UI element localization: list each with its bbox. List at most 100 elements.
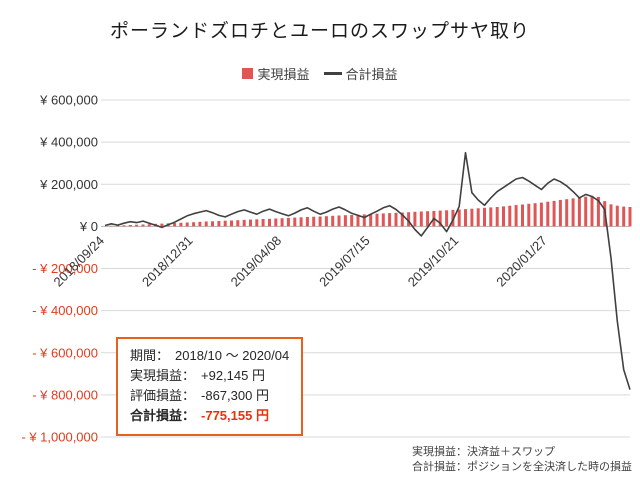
bar [312, 216, 316, 227]
bar [577, 197, 581, 227]
bar [356, 214, 360, 227]
y-axis-label: - ¥ 400,000 [32, 303, 98, 318]
bar [495, 207, 499, 227]
bar [533, 203, 537, 227]
annotation-total-label: 合計損益： [130, 408, 196, 423]
bar [293, 217, 297, 227]
footnote-line-total: 合計損益：ポジションを全決済した時の損益 [412, 461, 632, 473]
x-axis-label: 2019/04/08 [228, 233, 285, 290]
bar [527, 203, 531, 227]
bar [230, 220, 233, 227]
bar [609, 204, 613, 227]
bar [457, 209, 461, 227]
annotation-total-value: -775,155 円 [201, 408, 269, 423]
bar [280, 218, 284, 227]
bar [489, 207, 493, 227]
bar [217, 221, 221, 227]
total-line [104, 151, 631, 390]
bar [223, 220, 227, 227]
bar [331, 215, 335, 227]
legend-label-realized: 実現損益 [257, 67, 310, 82]
bar [268, 218, 271, 227]
annotation-period-label: 期間： [130, 348, 170, 363]
bar [426, 211, 430, 227]
bar [615, 205, 619, 227]
y-axis-label: - ¥ 800,000 [32, 387, 98, 402]
bar [451, 209, 455, 227]
legend-label-total: 合計損益 [345, 67, 398, 82]
bar [558, 200, 562, 227]
bar [261, 219, 265, 227]
bar [584, 196, 588, 227]
bar [552, 200, 556, 227]
annotation-total-row: 合計損益： -775,155 円 [130, 406, 289, 426]
bar [590, 195, 594, 227]
bar [109, 225, 113, 227]
bar [204, 221, 208, 227]
bar [141, 224, 145, 227]
legend: 実現損益 合計損益 [0, 64, 640, 83]
y-axis-label: ¥ 400,000 [39, 135, 98, 150]
annotation-period-value: 2018/10 ～ 2020/04 [175, 348, 290, 363]
bar [211, 221, 214, 227]
bar [160, 223, 164, 227]
chart-title: ポーランドズロチとユーロのスワップサヤ取り [109, 21, 530, 42]
bar [299, 217, 303, 227]
legend-item-realized: 実現損益 [242, 64, 310, 83]
bar [571, 198, 575, 227]
bar [135, 224, 139, 227]
bar [596, 196, 600, 227]
annotation-realized-value: +92,145 円 [201, 368, 265, 383]
bar [546, 201, 550, 227]
bar-series-marker-icon [242, 68, 254, 79]
footnote: 実現損益：決済益＋スワップ 合計損益：ポジションを全決済した時の損益 [412, 445, 632, 475]
bar [324, 216, 328, 227]
bar [502, 206, 505, 227]
bar [400, 212, 404, 227]
bar [362, 214, 366, 227]
annotation-valuation-value: -867,300 円 [201, 388, 269, 403]
bar [407, 212, 411, 227]
bar [521, 204, 524, 227]
bar [628, 207, 632, 227]
bar [375, 213, 379, 227]
y-axis-label: - ¥ 600,000 [32, 345, 98, 360]
bar [445, 210, 449, 227]
bar [147, 224, 151, 227]
y-axis-label: ¥ 0 [79, 219, 98, 234]
bar [122, 225, 126, 227]
bar [179, 222, 183, 227]
bar [305, 217, 309, 227]
bar [318, 216, 322, 227]
bar [508, 205, 512, 227]
x-axis-label: 2018/12/31 [139, 233, 196, 290]
bar [350, 215, 354, 227]
annotation-valuation-row: 評価損益： -867,300 円 [130, 386, 289, 406]
legend-item-total: 合計損益 [323, 64, 398, 83]
bar [565, 199, 569, 227]
bar [236, 220, 240, 227]
bar [128, 225, 132, 227]
bar [476, 208, 480, 227]
bar [192, 222, 196, 227]
annotation-valuation-label: 評価損益： [130, 388, 196, 403]
bar [419, 211, 423, 227]
bar [249, 219, 252, 227]
y-axis-label: ¥ 200,000 [39, 177, 98, 192]
footnote-line-realized: 実現損益：決済益＋スワップ [412, 446, 555, 458]
x-axis-label: 2020/01/27 [493, 233, 550, 290]
bar [255, 219, 259, 227]
y-axis-label: - ¥ 200,000 [32, 261, 98, 276]
bar [464, 209, 467, 227]
y-axis-label: ¥ 600,000 [39, 93, 98, 108]
bar [413, 211, 417, 227]
bar [337, 215, 341, 227]
bar [394, 212, 398, 227]
annotation-realized-row: 実現損益： +92,145 円 [130, 366, 289, 386]
bar [470, 208, 474, 227]
annotation-box: 期間： 2018/10 ～ 2020/04 実現損益： +92,145 円 評価… [116, 337, 304, 436]
bar [622, 206, 626, 227]
bar [198, 221, 202, 227]
bar [185, 222, 189, 227]
